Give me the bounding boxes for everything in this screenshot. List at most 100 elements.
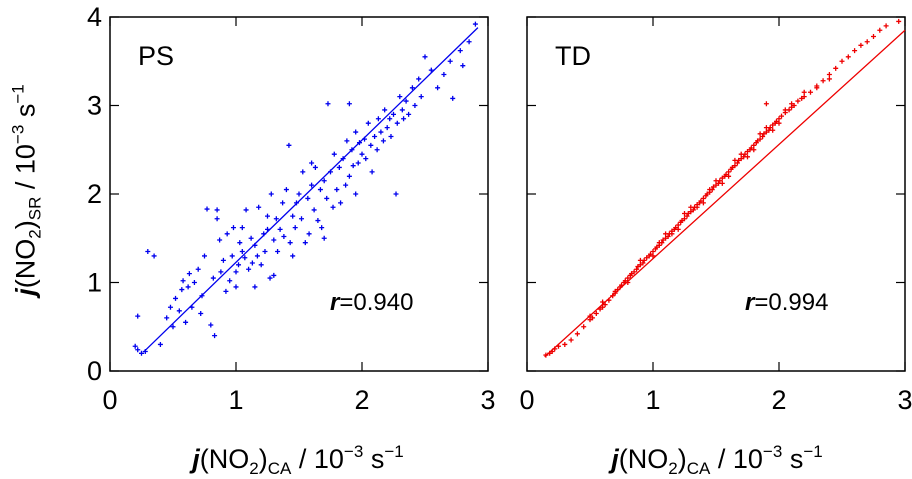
- data-point: [619, 282, 624, 288]
- data-point: [239, 225, 245, 231]
- data-point: [665, 233, 671, 239]
- data-point: [466, 39, 472, 45]
- data-point: [384, 125, 390, 131]
- data-point: [328, 169, 333, 175]
- data-point: [896, 18, 902, 24]
- data-point: [280, 200, 286, 206]
- data-point: [387, 116, 393, 122]
- data-point: [334, 187, 340, 193]
- data-point: [635, 264, 641, 270]
- data-point: [814, 85, 820, 91]
- data-point: [311, 207, 317, 213]
- data-point: [634, 266, 640, 272]
- data-point: [239, 249, 245, 255]
- data-point: [729, 164, 735, 170]
- data-point: [261, 231, 267, 237]
- data-point: [180, 278, 186, 284]
- data-point: [391, 111, 396, 117]
- data-point: [319, 225, 325, 231]
- data-point: [359, 151, 365, 157]
- data-point: [719, 180, 725, 186]
- data-point: [562, 341, 568, 347]
- data-point: [218, 269, 224, 275]
- data-point: [290, 213, 296, 219]
- data-point: [170, 324, 176, 330]
- data-point: [204, 206, 210, 212]
- data-point: [606, 297, 612, 303]
- data-point: [871, 33, 876, 39]
- data-point: [173, 295, 179, 301]
- data-point: [353, 129, 359, 135]
- x-tick-label: 3: [480, 385, 495, 415]
- data-point: [164, 315, 170, 321]
- data-point: [214, 207, 220, 213]
- chart-panel-td: 0 1 2 3 TD r=0.994: [519, 16, 912, 415]
- data-point: [839, 58, 845, 64]
- data-point: [587, 313, 593, 319]
- data-point: [713, 182, 719, 188]
- data-point: [713, 178, 719, 184]
- data-point: [135, 347, 141, 353]
- data-point: [549, 349, 555, 355]
- data-point: [362, 136, 368, 142]
- data-point: [637, 257, 643, 263]
- data-point: [640, 260, 646, 266]
- data-point: [353, 191, 359, 197]
- data-point: [252, 284, 258, 290]
- data-point: [789, 101, 795, 107]
- data-point: [745, 149, 750, 155]
- data-point: [286, 142, 292, 148]
- data-point: [858, 42, 864, 48]
- data-point: [321, 235, 327, 241]
- data-point: [690, 207, 696, 213]
- data-point: [296, 191, 302, 197]
- correlation-value: =0.940: [339, 289, 413, 316]
- data-point: [435, 85, 441, 91]
- correlation-value: =0.994: [754, 289, 828, 316]
- data-point: [312, 164, 318, 170]
- data-point: [330, 204, 336, 210]
- y-tick-label: 3: [87, 91, 102, 121]
- data-point: [688, 204, 694, 210]
- data-point: [300, 169, 306, 175]
- data-point: [409, 85, 415, 91]
- data-point: [350, 163, 356, 169]
- data-point: [597, 306, 603, 312]
- data-point: [763, 125, 769, 131]
- data-point: [625, 275, 631, 281]
- data-point: [700, 195, 706, 201]
- y-tick-label: 0: [87, 356, 102, 386]
- data-point: [220, 257, 226, 263]
- data-point: [801, 89, 807, 95]
- data-point: [309, 182, 315, 188]
- data-point: [723, 172, 729, 178]
- data-point: [157, 341, 163, 347]
- data-point: [622, 278, 628, 284]
- data-point: [356, 140, 362, 146]
- data-point: [249, 260, 255, 266]
- data-point: [202, 253, 207, 259]
- data-point: [757, 136, 763, 142]
- correlation-annotation: r=0.994: [745, 289, 828, 316]
- correlation-annotation: r=0.940: [330, 289, 413, 316]
- data-point: [852, 48, 858, 54]
- correlation-symbol: r: [745, 289, 756, 316]
- data-point: [368, 142, 374, 148]
- data-point: [403, 98, 409, 104]
- data-point: [262, 249, 268, 255]
- data-point: [227, 278, 233, 284]
- data-point: [654, 244, 660, 250]
- data-point: [663, 231, 669, 237]
- data-point: [763, 129, 769, 135]
- data-point: [719, 175, 725, 181]
- data-point: [233, 284, 239, 290]
- data-point: [428, 67, 434, 73]
- data-point: [416, 76, 422, 82]
- data-point: [833, 65, 839, 71]
- data-point: [317, 187, 323, 193]
- data-point: [675, 222, 681, 228]
- data-point: [406, 111, 412, 117]
- data-point: [151, 253, 157, 259]
- data-point: [732, 157, 738, 163]
- data-point: [388, 133, 394, 139]
